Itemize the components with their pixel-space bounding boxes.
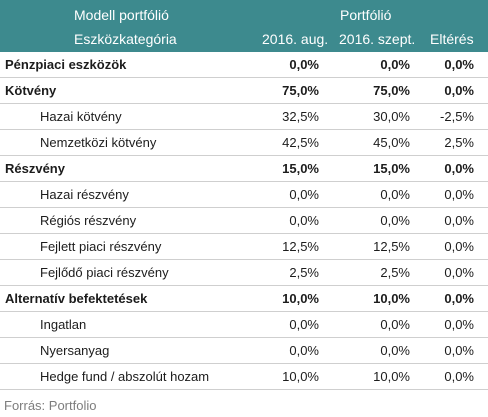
- sep-column-header: 2016. szept.: [339, 31, 416, 47]
- sep-value: 10,0%: [373, 291, 410, 306]
- aug-value: 42,5%: [282, 135, 319, 150]
- subcategory-row: Ingatlan 0,0% 0,0% 0,0%: [0, 312, 488, 338]
- table-header: Modell portfólió Portfólió Eszközkategór…: [0, 0, 488, 52]
- row-label: Régiós részvény: [40, 213, 137, 228]
- aug-value: 32,5%: [282, 109, 319, 124]
- portfolio-table: Modell portfólió Portfólió Eszközkategór…: [0, 0, 488, 390]
- sep-value: 10,0%: [373, 369, 410, 384]
- subcategory-row: Régiós részvény 0,0% 0,0% 0,0%: [0, 208, 488, 234]
- diff-value: 0,0%: [444, 213, 474, 228]
- row-label: Fejlődő piaci részvény: [40, 265, 169, 280]
- diff-value: 0,0%: [444, 343, 474, 358]
- aug-value: 12,5%: [282, 239, 319, 254]
- aug-value: 75,0%: [282, 83, 319, 98]
- subcategory-row: Fejlett piaci részvény 12,5% 12,5% 0,0%: [0, 234, 488, 260]
- sep-value: 2,5%: [380, 265, 410, 280]
- subcategory-row: Hazai kötvény 32,5% 30,0% -2,5%: [0, 104, 488, 130]
- aug-column-header: 2016. aug.: [262, 31, 329, 47]
- sep-value: 0,0%: [380, 317, 410, 332]
- row-label: Pénzpiaci eszközök: [5, 57, 127, 72]
- row-label: Hazai részvény: [40, 187, 129, 202]
- row-label: Fejlett piaci részvény: [40, 239, 162, 254]
- diff-value: 0,0%: [444, 265, 474, 280]
- table-body: Pénzpiaci eszközök 0,0% 0,0% 0,0% Kötvény 75,…: [0, 52, 488, 390]
- sep-value: 0,0%: [380, 57, 410, 72]
- aug-value: 15,0%: [282, 161, 319, 176]
- diff-value: 0,0%: [444, 187, 474, 202]
- subcategory-row: Nyersanyag 0,0% 0,0% 0,0%: [0, 338, 488, 364]
- row-label: Nemzetközi kötvény: [40, 135, 157, 150]
- sep-value: 0,0%: [380, 187, 410, 202]
- diff-value: 0,0%: [444, 291, 474, 306]
- source-note: Forrás: Portfolio: [4, 398, 97, 413]
- aug-value: 10,0%: [282, 369, 319, 384]
- category-row: Kötvény 75,0% 75,0% 0,0%: [0, 78, 488, 104]
- row-label: Alternatív befektetések: [5, 291, 148, 306]
- diff-value: 0,0%: [444, 83, 474, 98]
- category-header: Eszközkategória: [74, 31, 177, 47]
- diff-value: 0,0%: [444, 317, 474, 332]
- sep-value: 75,0%: [373, 83, 410, 98]
- model-portfolio-header: Modell portfólió: [74, 7, 169, 23]
- category-row: Pénzpiaci eszközök 0,0% 0,0% 0,0%: [0, 52, 488, 78]
- diff-value: 0,0%: [444, 57, 474, 72]
- diff-value: 2,5%: [444, 135, 474, 150]
- aug-value: 0,0%: [289, 187, 319, 202]
- aug-value: 2,5%: [289, 265, 319, 280]
- diff-column-header: Eltérés: [430, 31, 474, 47]
- sep-value: 45,0%: [373, 135, 410, 150]
- diff-value: 0,0%: [444, 239, 474, 254]
- portfolio-header: Portfólió: [340, 7, 392, 23]
- row-label: Hedge fund / abszolút hozam: [40, 369, 210, 384]
- sep-value: 15,0%: [373, 161, 410, 176]
- row-label: Kötvény: [5, 83, 57, 98]
- aug-value: 0,0%: [289, 317, 319, 332]
- subcategory-row: Nemzetközi kötvény 42,5% 45,0% 2,5%: [0, 130, 488, 156]
- row-label: Részvény: [5, 161, 65, 176]
- diff-value: 0,0%: [444, 369, 474, 384]
- category-row: Alternatív befektetések 10,0% 10,0% 0,0%: [0, 286, 488, 312]
- aug-value: 0,0%: [289, 213, 319, 228]
- subcategory-row: Hazai részvény 0,0% 0,0% 0,0%: [0, 182, 488, 208]
- aug-value: 0,0%: [289, 343, 319, 358]
- diff-value: 0,0%: [444, 161, 474, 176]
- diff-value: -2,5%: [440, 109, 474, 124]
- subcategory-row: Fejlődő piaci részvény 2,5% 2,5% 0,0%: [0, 260, 488, 286]
- category-row: Részvény 15,0% 15,0% 0,0%: [0, 156, 488, 182]
- sep-value: 30,0%: [373, 109, 410, 124]
- sep-value: 0,0%: [380, 213, 410, 228]
- sep-value: 12,5%: [373, 239, 410, 254]
- row-label: Ingatlan: [40, 317, 87, 332]
- sep-value: 0,0%: [380, 343, 410, 358]
- row-label: Hazai kötvény: [40, 109, 122, 124]
- aug-value: 10,0%: [282, 291, 319, 306]
- subcategory-row: Hedge fund / abszolút hozam 10,0% 10,0% 0,0…: [0, 364, 488, 390]
- aug-value: 0,0%: [289, 57, 319, 72]
- row-label: Nyersanyag: [40, 343, 110, 358]
